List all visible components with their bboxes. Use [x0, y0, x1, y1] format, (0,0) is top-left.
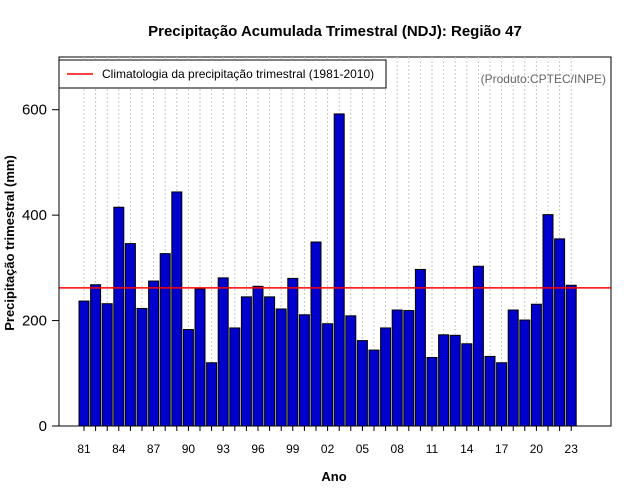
x-tick-label-14: 14 [460, 442, 474, 456]
y-tick-label-600: 600 [22, 102, 47, 119]
bar-21 [542, 214, 554, 427]
bar-04 [345, 315, 357, 427]
x-tick-label-08: 08 [391, 442, 405, 456]
bar-17 [496, 362, 508, 427]
bar-06 [368, 349, 380, 427]
x-tick-label-90: 90 [182, 442, 196, 456]
x-axis-label: Ano [321, 469, 346, 484]
bar-83 [101, 303, 113, 427]
legend-box [58, 59, 387, 89]
y-axis: 0 200 400 600 [22, 102, 60, 435]
legend-label: Climatologia da precipitação trimestral … [102, 67, 374, 81]
bar-10 [414, 268, 426, 427]
bar-16 [484, 355, 496, 427]
x-axis: 81 84 87 90 93 96 99 02 05 08 11 14 17 20 23 [77, 425, 583, 456]
bar-01 [310, 241, 322, 427]
bar-99 [287, 277, 299, 427]
source-note: (Produto:CPTEC/INPE) [481, 72, 606, 86]
x-tick-label-99: 99 [286, 442, 300, 456]
bar-98 [275, 308, 287, 427]
bar-14 [461, 343, 473, 427]
bar-87 [148, 280, 160, 427]
bars [78, 113, 577, 427]
bar-90 [182, 329, 194, 427]
chart-title: Precipitação Acumulada Trimestral (NDJ):… [148, 23, 522, 40]
bar-03 [333, 113, 345, 427]
bar-13 [449, 334, 461, 427]
x-tick-label-93: 93 [217, 442, 231, 456]
x-tick-label-05: 05 [356, 442, 370, 456]
bar-88 [159, 253, 171, 427]
y-axis-label: Precipitação trimestral (mm) [2, 155, 17, 331]
bar-84 [113, 206, 125, 427]
bar-81 [78, 300, 90, 427]
x-tick-label-84: 84 [112, 442, 126, 456]
bar-09 [403, 310, 415, 427]
bar-86 [136, 307, 148, 427]
bar-12 [438, 334, 450, 427]
bar-11 [426, 356, 438, 427]
bar-08 [391, 309, 403, 427]
bar-05 [356, 340, 368, 427]
bar-07 [380, 327, 392, 427]
x-tick-label-02: 02 [321, 442, 335, 456]
bar-18 [507, 309, 519, 427]
y-tick-label-400: 400 [22, 207, 47, 224]
bar-85 [124, 243, 136, 427]
grid-lines [83, 57, 572, 426]
bar-19 [519, 319, 531, 427]
bar-15 [472, 265, 484, 427]
x-tick-label-17: 17 [495, 442, 509, 456]
bar-95 [240, 296, 252, 427]
y-tick-label-200: 200 [22, 313, 47, 330]
bar-89 [171, 191, 183, 427]
x-tick-label-23: 23 [565, 442, 579, 456]
x-tick-label-11: 11 [426, 442, 439, 456]
y-tick-label-0: 0 [39, 418, 47, 435]
bar-00 [298, 314, 310, 427]
x-tick-label-87: 87 [147, 442, 161, 456]
plot-area [58, 56, 612, 427]
x-tick-label-20: 20 [530, 442, 544, 456]
bar-94 [229, 327, 241, 427]
bar-23 [565, 284, 577, 427]
bar-20 [530, 303, 542, 427]
bar-91 [194, 288, 206, 427]
bar-22 [554, 238, 566, 427]
bar-97 [264, 296, 276, 427]
bar-93 [217, 277, 229, 427]
x-tick-label-96: 96 [251, 442, 265, 456]
bar-96 [252, 285, 264, 427]
bar-92 [206, 362, 218, 427]
bar-02 [322, 323, 334, 427]
bar-82 [90, 284, 102, 427]
x-tick-label-81: 81 [77, 442, 91, 456]
legend: Climatologia da precipitação trimestral … [58, 59, 387, 89]
